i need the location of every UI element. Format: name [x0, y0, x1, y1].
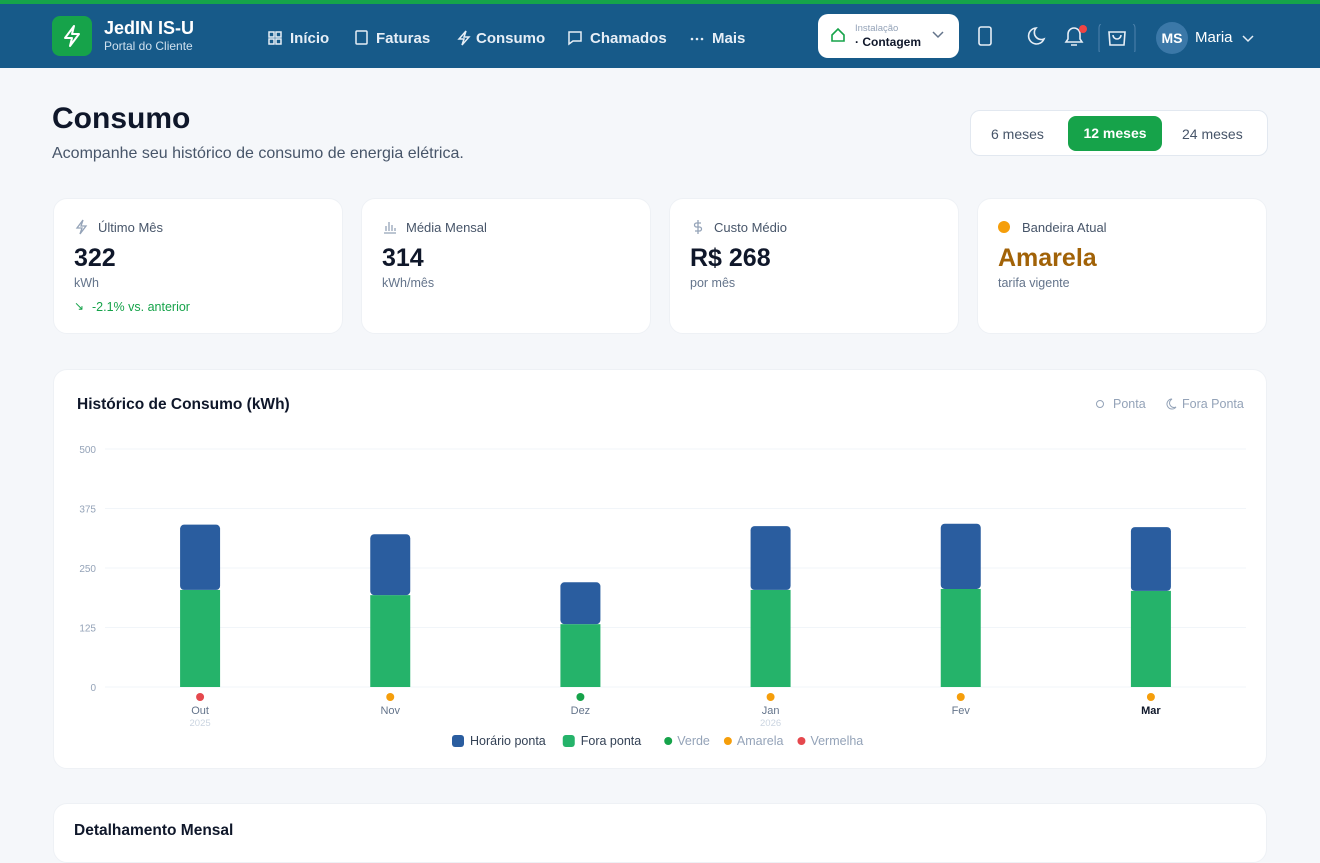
stat-unit: tarifa vigente	[998, 276, 1070, 290]
nav-item[interactable]: Chamados	[590, 30, 667, 47]
y-tick-label: 375	[79, 505, 96, 516]
flag-dot	[386, 693, 395, 701]
legend-swatch	[562, 735, 575, 747]
bar-segment	[1130, 527, 1171, 591]
period-option-active[interactable]: 12 meses	[1068, 116, 1162, 151]
detail-card: Detalhamento Mensal	[53, 803, 1267, 863]
logo-icon	[64, 25, 80, 47]
trend-icon: ↘	[74, 299, 85, 313]
stat-label: Bandeira Atual	[1022, 220, 1107, 235]
legend-swatch	[452, 735, 464, 747]
bar-segment	[750, 526, 791, 590]
header: JedIN IS-U Portal do Cliente Início Fatu…	[0, 0, 1320, 68]
stat-icon	[75, 219, 88, 235]
installation-select[interactable]: Instalação · Contagem	[818, 14, 959, 58]
home-icon	[831, 27, 845, 42]
page-title: Consumo	[52, 102, 191, 135]
bar-segment	[560, 624, 601, 687]
bar-segment	[370, 534, 411, 596]
period-option[interactable]: 6 meses	[991, 126, 1044, 142]
flag-dot	[766, 693, 775, 701]
flag-dot	[196, 693, 205, 701]
stat-card: Último Mês 322 kWh ↘ -2.1% vs. anterior	[53, 198, 343, 334]
nav-item[interactable]: Faturas	[376, 30, 431, 47]
stat-value: R$ 268	[690, 244, 771, 272]
stat-icon	[384, 222, 396, 234]
section-title: Detalhamento Mensal	[74, 822, 234, 839]
stat-unit: kWh/mês	[382, 276, 435, 290]
chart-card	[53, 369, 1267, 769]
y-tick-label: 250	[79, 564, 96, 575]
stat-card: Bandeira Atual Amarela tarifa vigente	[977, 198, 1267, 334]
user-name[interactable]: Maria	[1195, 29, 1233, 46]
stat-icon	[693, 220, 703, 234]
x-tick-label: Dez	[571, 705, 591, 717]
legend-label: Horário ponta	[470, 734, 546, 748]
x-tick-label: Mar	[1141, 705, 1161, 717]
x-year-label: 2025	[190, 718, 211, 729]
bar-segment	[180, 589, 221, 687]
stat-unit: kWh	[74, 276, 99, 290]
legend-label: Fora ponta	[581, 734, 642, 748]
nav-item[interactable]: Mais	[712, 30, 746, 47]
sun-icon	[1096, 400, 1104, 408]
logo[interactable]	[52, 16, 92, 56]
header-actions[interactable]	[974, 24, 1144, 52]
bar-segment	[940, 588, 981, 687]
bar-segment	[180, 524, 221, 590]
toggle[interactable]: Ponta	[1113, 397, 1146, 411]
bar-segment	[560, 582, 601, 625]
stat-value: Amarela	[998, 244, 1097, 272]
legend-dot	[797, 737, 806, 745]
stat-label: Último Mês	[98, 220, 164, 235]
flag-dot	[998, 221, 1010, 233]
stat-change: -2.1% vs. anterior	[92, 300, 190, 314]
moon-icon	[1166, 398, 1177, 410]
legend-label: Amarela	[737, 734, 784, 748]
y-tick-label: 500	[79, 445, 96, 456]
period-selector: 6 meses 12 meses 24 meses	[970, 110, 1268, 156]
period-option[interactable]: 24 meses	[1182, 126, 1243, 142]
bar-segment	[370, 595, 411, 687]
stat-value: 314	[382, 244, 424, 272]
legend-label: Verde	[677, 734, 710, 748]
nav-icons	[268, 30, 704, 46]
nav-item[interactable]: Início	[290, 30, 330, 47]
stat-card: Média Mensal 314 kWh/mês	[361, 198, 651, 334]
stat-card: Custo Médio R$ 268 por mês	[669, 198, 959, 334]
chevron	[932, 31, 944, 39]
x-tick-label: Jan	[762, 705, 780, 717]
x-tick-label: Out	[191, 705, 209, 717]
toggle[interactable]: Fora Ponta	[1182, 397, 1244, 411]
brand: JedIN IS-U	[104, 18, 195, 38]
page-subtitle: Acompanhe seu histórico de consumo de en…	[52, 145, 464, 162]
installation-value: · Contagem	[855, 35, 921, 49]
legend-label: Vermelha	[810, 734, 863, 748]
stat-label: Custo Médio	[714, 220, 787, 235]
stat-value: 322	[74, 244, 116, 272]
stat-label: Média Mensal	[406, 220, 487, 235]
x-tick-label: Nov	[380, 705, 400, 717]
flag-dot	[1146, 693, 1155, 701]
y-tick-label: 125	[79, 624, 96, 635]
installation-label: Instalação	[855, 23, 899, 34]
flag-dot	[956, 693, 965, 701]
brand-subtitle: Portal do Cliente	[104, 39, 193, 53]
bar-segment	[1130, 590, 1171, 687]
chart-title: Histórico de Consumo (kWh)	[77, 396, 290, 413]
bar-segment	[750, 589, 791, 687]
chart: Histórico de Consumo (kWh) Ponta Fora Po…	[77, 396, 1246, 748]
chevron	[1242, 35, 1254, 43]
avatar[interactable]: MS	[1156, 22, 1188, 54]
x-year-label: 2026	[760, 718, 781, 729]
y-tick-label: 0	[90, 683, 96, 694]
x-tick-label: Fev	[952, 705, 971, 717]
nav-item[interactable]: Consumo	[476, 30, 546, 47]
legend-dot	[723, 737, 732, 745]
legend-dot	[664, 737, 673, 745]
bar-segment	[940, 523, 981, 589]
flag-dot	[576, 693, 585, 701]
stat-unit: por mês	[690, 276, 736, 290]
